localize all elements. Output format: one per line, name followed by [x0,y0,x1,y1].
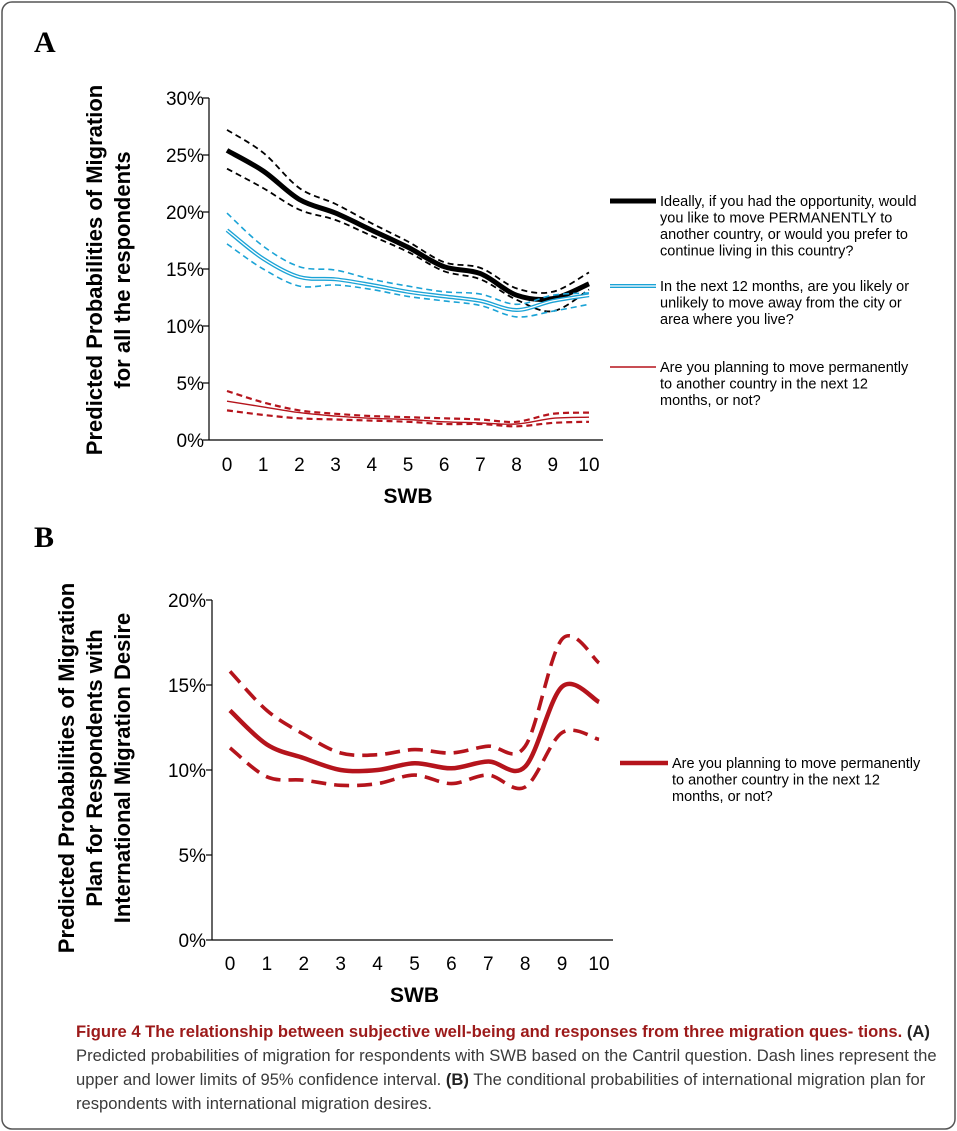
figure-caption: Figure 4 The relationship between subjec… [76,1020,948,1116]
x-tick-label: 4 [372,954,383,975]
legend-label: unlikely to move away from the city or [660,296,902,312]
series-line [228,681,601,774]
legend-label: months, or not? [672,789,773,805]
caption-a-tag: (A) [906,1022,930,1041]
panel-label-b: B [34,521,54,554]
x-tick-label: 6 [446,954,457,975]
panel-a-ylabel-line2: for all the respondents [110,151,135,388]
y-tick-label: 10% [166,317,204,338]
series-line-inner [226,229,590,311]
panel-label-a: A [34,26,56,59]
x-tick-label: 8 [511,455,522,476]
panel-b-ylabel-line2: Plan for Respondents with [82,629,107,906]
panel-b-ylabel-line1: Predicted Probabilities of Migration [54,583,79,953]
y-tick-label: 25% [166,146,204,167]
series-group [225,212,590,318]
x-tick-label: 2 [294,455,305,476]
legend-label: continue living in this country? [660,244,853,260]
x-tick-label: 6 [439,455,450,476]
x-tick-label: 9 [557,954,568,975]
y-tick-label: 0% [179,931,207,952]
y-tick-label: 0% [177,431,205,452]
series-line [226,400,590,425]
ci-lower-line [226,409,590,428]
y-tick-label: 15% [166,260,204,281]
x-tick-label: 7 [483,954,494,975]
caption-a-text: Predicted probabilities of migration for… [76,1046,937,1089]
legend-label: months, or not? [660,393,761,409]
panel-b-ylabel: Predicted Probabilities of Migration Pla… [54,583,135,953]
x-tick-label: 0 [222,455,233,476]
x-tick-label: 7 [475,455,486,476]
caption-b-tag: (B) [445,1070,469,1089]
legend-item: Ideally, if you had the opportunity, wou… [610,194,917,260]
panel-a-ylabel: Predicted Probabilities of Migration for… [82,85,135,455]
ci-lower-line [226,167,590,313]
series-group [226,389,590,428]
x-tick-label: 9 [548,455,559,476]
x-tick-label: 1 [258,455,269,476]
y-tick-label: 5% [177,374,205,395]
panel-a-plot: 0% 5% 10% 15% 20% 25% 30% 0 1 2 3 4 5 6 7 8 9 10 SWB Ideall… [166,89,917,508]
ci-upper-line [226,129,590,294]
ci-upper-line [228,634,601,758]
x-tick-label: 10 [578,455,599,476]
legend-label: another country, or would you prefer to [660,227,908,243]
series-line [225,148,591,302]
x-axis-title: SWB [384,485,433,508]
ci-lower-line [228,728,600,791]
y-tick-label: 5% [179,846,207,867]
series-group [225,129,591,313]
x-tick-label: 8 [520,954,531,975]
legend-label: Are you planning to move permanently [660,360,909,376]
legend-label: to another country in the next 12 [672,773,880,789]
caption-title: Figure 4 The relationship between subjec… [76,1022,854,1041]
x-tick-label: 5 [409,954,420,975]
legend-label: area where you live? [660,312,794,328]
legend-label: Are you planning to move permanently [672,756,921,772]
ci-upper-line [226,212,590,306]
ci-upper-line [226,389,590,424]
y-tick-label: 10% [168,761,206,782]
y-tick-label: 15% [168,676,206,697]
x-tick-label: 1 [262,954,273,975]
x-tick-label: 3 [330,455,341,476]
y-tick-label: 20% [168,591,206,612]
panel-b-plot: 0% 5% 10% 15% 20% 0 1 2 3 4 5 6 7 8 9 10 SWB Are you plan… [168,591,921,1007]
caption-b-text: The conditional probabilities of interna… [76,1070,926,1113]
y-tick-label: 30% [166,89,204,110]
x-tick-label: 2 [299,954,310,975]
x-tick-label: 10 [588,954,609,975]
x-tick-label: 5 [403,455,414,476]
series-group [228,634,601,791]
x-axis-title: SWB [390,984,439,1007]
panel-a-ylabel-line1: Predicted Probabilities of Migration [82,85,107,455]
panel-b-ylabel-line3: International Migration Desire [110,613,135,924]
y-tick-label: 20% [166,203,204,224]
legend-label: In the next 12 months, are you likely or [660,279,909,295]
x-tick-label: 0 [225,954,236,975]
legend-label: Ideally, if you had the opportunity, wou… [660,194,917,210]
x-tick-label: 4 [367,455,378,476]
legend-label: you like to move PERMANENTLY to [660,211,892,227]
legend-label: to another country in the next 12 [660,377,868,393]
x-tick-label: 3 [335,954,346,975]
caption-title-cont: tions. [857,1022,903,1041]
ci-lower-line [226,243,590,318]
legend-item: In the next 12 months, are you likely or… [610,279,909,328]
